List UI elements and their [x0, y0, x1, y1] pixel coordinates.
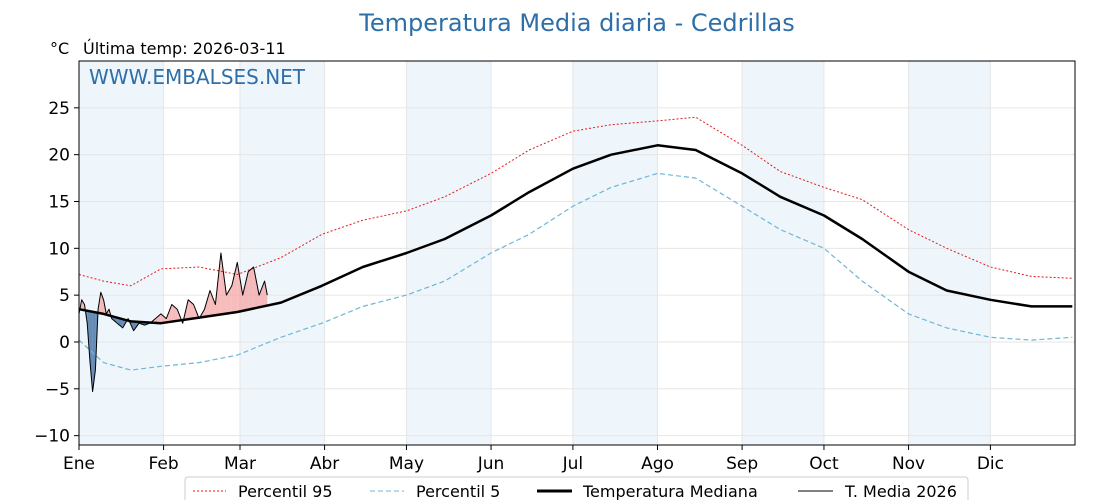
series-lines	[78, 116, 1073, 393]
x-tick-label: Ago	[641, 454, 674, 474]
anomaly-above-fill	[259, 281, 265, 308]
legend-median-label: Temperatura Mediana	[582, 482, 758, 500]
y-tick-label: −10	[34, 427, 70, 447]
legend-p95-label: Percentil 95	[238, 482, 333, 500]
chart-title: Temperatura Media diaria - Cedrillas	[358, 9, 794, 37]
month-shade-band	[742, 61, 824, 445]
legend-p5-label: Percentil 5	[416, 482, 500, 500]
series-line-thin-black	[78, 252, 268, 393]
anomaly-above-fill	[253, 267, 260, 309]
legend-box	[184, 476, 969, 500]
anomaly-above-fill	[237, 262, 243, 313]
anomaly-above-fill	[264, 281, 268, 307]
grid	[78, 61, 1075, 445]
series-line-dotted-red	[78, 116, 1073, 287]
x-tick-label: Dic	[977, 454, 1004, 474]
anomaly-above-fill	[155, 313, 161, 324]
y-tick-label: −5	[45, 380, 70, 400]
x-tick-label: Sep	[726, 454, 758, 474]
anomaly-above-fill	[81, 299, 85, 311]
x-tick-label: Jun	[477, 454, 505, 474]
anomaly-above-fill	[226, 285, 232, 314]
anomaly-above-fill	[209, 290, 216, 317]
y-tick-label: 10	[48, 239, 70, 259]
watermark: WWW.EMBALSES.NET	[89, 65, 306, 89]
y-tick-label: 0	[59, 333, 70, 353]
last-temp-label: Última temp: 2026-03-11	[83, 39, 286, 58]
x-tick-label: Oct	[809, 454, 839, 474]
y-tick-label: 25	[48, 99, 70, 119]
anomaly-above-fill	[220, 253, 227, 315]
anomaly-above-fill	[242, 271, 249, 311]
month-shading	[79, 61, 991, 445]
plot-frame	[78, 60, 1076, 446]
x-tick-label: Jul	[562, 454, 584, 474]
x-tick-label: Feb	[149, 454, 179, 474]
y-tick-label: 15	[48, 192, 70, 212]
anomaly-above-fill	[100, 292, 104, 314]
x-axis-ticks: Ene Feb Mar Abr May Jun Jul Ago Sep Oct Nov Dic	[63, 445, 1004, 474]
series-line-dashed-lightblue	[78, 172, 1073, 371]
anomaly-above-fill	[231, 262, 238, 313]
x-tick-label: Ene	[63, 454, 95, 474]
month-shade-band	[239, 61, 325, 445]
legend: Percentil 95 Percentil 5 Temperatura Med…	[184, 476, 969, 500]
anomaly-above-fill	[248, 267, 254, 310]
month-shade-band	[908, 61, 991, 445]
anomaly-above-fill	[204, 290, 210, 317]
y-tick-label: 5	[59, 286, 70, 306]
anomaly-below-fill	[117, 317, 123, 328]
x-tick-label: Mar	[224, 454, 256, 474]
month-shade-band	[406, 61, 492, 445]
month-shade-band	[79, 61, 164, 445]
unit-label: °C	[50, 39, 69, 58]
x-tick-label: May	[389, 454, 424, 474]
series-line-thick-black	[78, 144, 1073, 325]
anomaly-below-fill	[92, 311, 96, 392]
y-axis-ticks: −10 −5 0 5 10 15 20 25	[34, 99, 79, 447]
anomaly-above-fill	[188, 299, 194, 320]
x-tick-label: Abr	[310, 454, 339, 474]
anomaly-above-fill	[160, 313, 167, 324]
legend-current-label: T. Media 2026	[844, 482, 957, 500]
anomaly-above-fill	[171, 304, 178, 322]
month-shade-band	[572, 61, 658, 445]
x-tick-label: Nov	[892, 454, 925, 474]
y-tick-label: 20	[48, 146, 70, 166]
